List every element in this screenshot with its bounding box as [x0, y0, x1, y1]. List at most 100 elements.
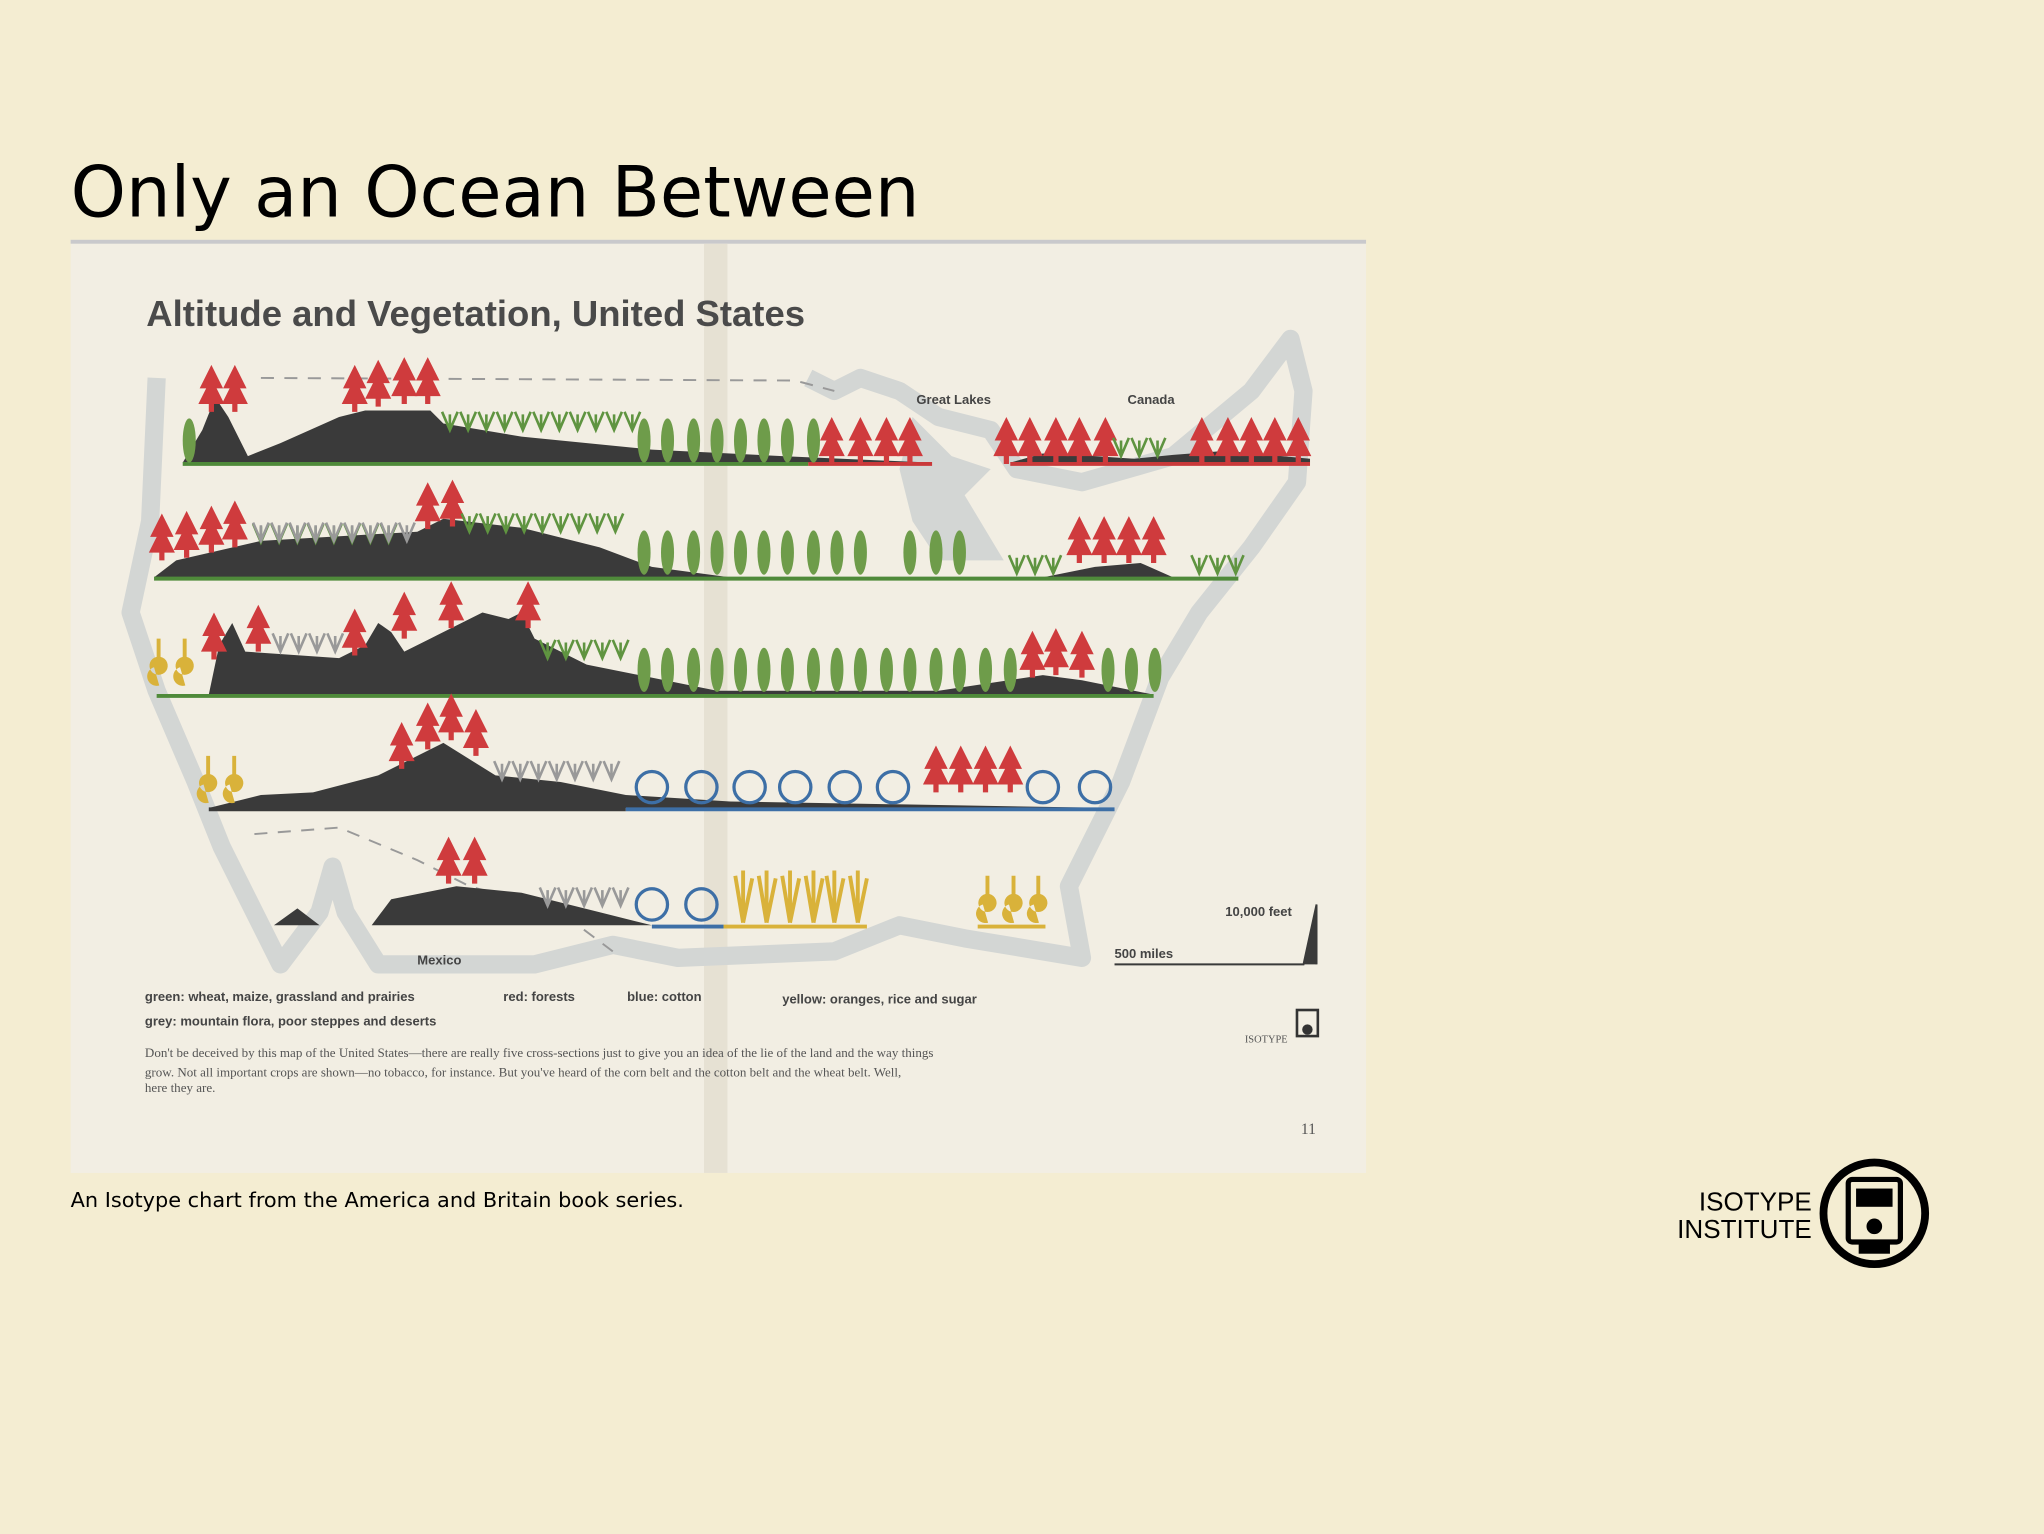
tree-icon: [1042, 417, 1069, 464]
wheat-icon: [780, 530, 794, 575]
grass-icon: [538, 639, 557, 662]
grass-icon: [1130, 437, 1149, 460]
logo: ISOTYPE INSTITUTE: [1677, 1158, 1930, 1269]
wheat-icon: [1124, 647, 1138, 693]
wheat-icon: [929, 647, 943, 693]
grass-icon: [1044, 554, 1063, 577]
profile: [182, 397, 933, 463]
wheat-icon: [757, 647, 771, 693]
tree-icon: [414, 482, 441, 530]
tree-icon: [972, 745, 999, 793]
tree-icon: [1214, 417, 1241, 464]
tree-icon: [461, 836, 488, 884]
wheat-icon: [780, 418, 794, 463]
legend-item: green: wheat, maize, grassland and prair…: [145, 989, 415, 1004]
logo-text: ISOTYPE: [1699, 1187, 1812, 1217]
grass-icon: [511, 760, 530, 783]
scale-label: 10,000 feet: [1225, 904, 1292, 919]
wheat-icon: [182, 418, 196, 463]
wheat-icon: [733, 418, 748, 463]
rice-icon: [733, 870, 755, 924]
tree-icon: [462, 708, 489, 756]
vegetation-icons: [147, 357, 1312, 924]
tree-icon: [1188, 417, 1215, 464]
rice-icon: [780, 870, 802, 924]
image-title: Altitude and Vegetation, United States: [146, 293, 805, 334]
grass-icon: [1007, 554, 1026, 577]
grass-icon: [611, 886, 630, 910]
tree-icon: [221, 500, 248, 548]
tree-icon: [391, 357, 418, 405]
grass-icon: [343, 522, 362, 545]
tree-icon: [873, 417, 900, 464]
grass-icon: [602, 760, 621, 783]
wheat-icon: [853, 530, 867, 575]
legend-item: yellow: oranges, rice and sugar: [782, 991, 977, 1006]
grass-icon: [397, 522, 416, 545]
wheat-icon: [757, 418, 771, 463]
slide-title: Only an Ocean Between: [71, 151, 920, 233]
grass-icon: [440, 411, 459, 434]
wheat-icon: [952, 530, 966, 575]
grass-icon: [361, 522, 380, 545]
grass-icon: [547, 760, 566, 783]
cotton-icon: [732, 769, 767, 805]
wheat-icon: [733, 647, 748, 693]
grass-icon: [271, 632, 290, 655]
tree-icon: [1066, 516, 1093, 563]
tree-icon: [1066, 417, 1093, 464]
tree-icon: [993, 417, 1020, 464]
cotton-icon: [1025, 769, 1061, 805]
grass-icon: [326, 632, 345, 655]
orange-icon: [1002, 875, 1023, 924]
grass-icon: [379, 522, 398, 545]
grass-icon: [575, 886, 594, 910]
tree-icon: [391, 591, 418, 639]
wheat-icon: [1148, 647, 1162, 693]
logo-lens: [1866, 1218, 1883, 1235]
wheat-icon: [661, 647, 675, 693]
caption: An Isotype chart from the America and Br…: [71, 1188, 684, 1212]
legend-item: grey: mountain flora, poor steppes and d…: [145, 1014, 436, 1029]
grass-icon: [270, 522, 289, 545]
tree-icon: [245, 604, 272, 652]
wheat-icon: [830, 647, 844, 693]
grass-icon: [606, 512, 625, 536]
wheat-icon: [952, 647, 966, 693]
orange-icon: [222, 755, 244, 804]
grass-icon: [1112, 437, 1131, 460]
great-lakes: [899, 417, 1004, 561]
grass-icon: [289, 632, 308, 655]
wheat-icon: [830, 530, 844, 575]
profile: [208, 612, 1154, 695]
wheat-icon: [978, 647, 993, 693]
grass-icon: [538, 886, 557, 910]
grass-icon: [623, 411, 642, 434]
grass-icon: [288, 522, 307, 545]
profile: [154, 518, 731, 578]
wheat-icon: [1101, 647, 1115, 693]
tree-icon: [1016, 417, 1043, 464]
tree-icon: [438, 581, 465, 629]
cross-sections: [154, 397, 1311, 929]
grass-icon: [495, 411, 514, 434]
map-outline: [121, 329, 1313, 974]
profile: [273, 886, 652, 926]
cotton-icon: [777, 769, 813, 805]
wheat-icon: [661, 418, 675, 463]
map-label: Mexico: [417, 952, 461, 967]
tree-icon: [896, 417, 923, 464]
paper-edge: [70, 239, 1367, 244]
grass-icon: [556, 639, 575, 662]
note-line: here they are.: [145, 1080, 215, 1095]
page-number: 11: [1301, 1121, 1316, 1138]
map-label: Canada: [1128, 392, 1176, 407]
tree-icon: [1238, 417, 1265, 464]
grass-icon: [459, 411, 478, 434]
grass-icon: [593, 886, 612, 910]
wheat-icon: [929, 530, 943, 575]
grass-icon: [532, 411, 551, 434]
grass-icon: [584, 760, 603, 783]
logo-ring: [1819, 1158, 1930, 1269]
